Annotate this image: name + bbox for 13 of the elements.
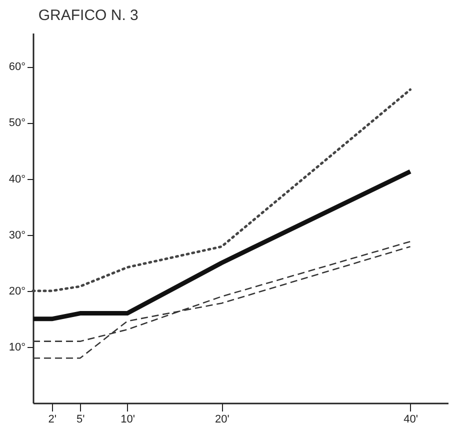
y-tick-label: 10°: [8, 341, 26, 354]
x-tick-label: 40': [404, 414, 418, 426]
line-series: [32, 88, 412, 292]
y-tick-label: 30°: [8, 229, 26, 242]
x-tick-label: 5': [76, 414, 85, 426]
y-tick-label: 60°: [8, 61, 26, 74]
y-tick-label: 20°: [8, 285, 26, 298]
chart-title: GRAFICO N. 3: [38, 7, 138, 24]
x-tick-label: 20': [214, 414, 230, 426]
x-tick-label: 2': [48, 414, 56, 426]
x-tick-label: 10': [120, 414, 135, 426]
y-tick-label: 50°: [8, 117, 26, 130]
y-tick-label: 40°: [8, 173, 26, 186]
